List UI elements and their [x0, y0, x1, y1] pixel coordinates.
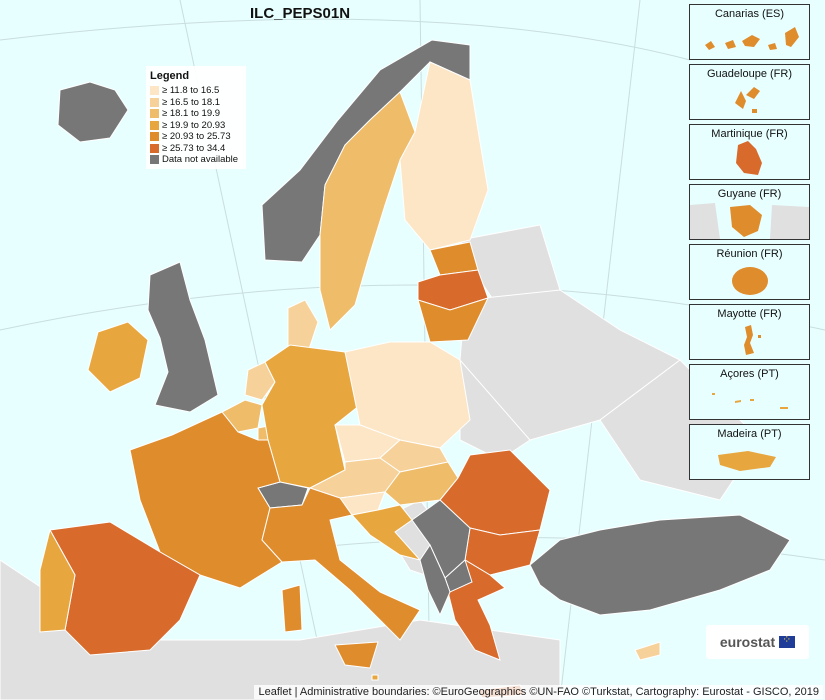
- region-sicily[interactable]: [334, 641, 379, 669]
- region-finland[interactable]: [399, 61, 489, 251]
- legend-label: ≥ 20.93 to 25.73: [162, 131, 231, 143]
- inset-label: Mayotte (FR): [717, 308, 782, 320]
- legend: Legend ≥ 11.8 to 16.5 ≥ 16.5 to 18.1 ≥ 1…: [146, 66, 246, 169]
- region-sardinia[interactable]: [281, 584, 303, 633]
- legend-item: ≥ 25.73 to 34.4: [150, 143, 242, 155]
- region-croatia[interactable]: [351, 504, 422, 561]
- legend-swatch: [150, 109, 159, 119]
- region-netherlands[interactable]: [244, 361, 276, 401]
- inset-label: Açores (PT): [720, 368, 779, 380]
- legend-label: ≥ 18.1 to 19.9: [162, 108, 221, 120]
- inset-shape: [690, 203, 809, 239]
- region-iceland[interactable]: [57, 81, 129, 143]
- inset-martinique[interactable]: Martinique (FR): [689, 124, 810, 180]
- legend-title: Legend: [150, 70, 190, 82]
- inset-guyane[interactable]: Guyane (FR): [689, 184, 810, 240]
- legend-label: Data not available: [162, 154, 239, 166]
- region-malta[interactable]: [371, 674, 379, 681]
- inset-shape: [736, 141, 762, 175]
- inset-label: Martinique (FR): [711, 128, 788, 140]
- legend-label: ≥ 16.5 to 18.1: [162, 96, 221, 108]
- inset-acores[interactable]: Açores (PT): [689, 364, 810, 420]
- legend-swatch: [150, 143, 159, 153]
- region-denmark[interactable]: [287, 299, 319, 353]
- region-uk[interactable]: [147, 261, 219, 413]
- inset-mayotte[interactable]: Mayotte (FR): [689, 304, 810, 360]
- map-title: ILC_PEPS01N: [250, 5, 351, 22]
- inset-shape: [732, 267, 768, 295]
- region-cyprus[interactable]: [634, 641, 661, 661]
- legend-swatch: [150, 97, 159, 107]
- inset-label: Canarias (ES): [714, 8, 785, 20]
- legend-label: ≥ 11.8 to 16.5: [162, 85, 220, 97]
- inset-guadeloupe[interactable]: Guadeloupe (FR): [689, 64, 810, 120]
- legend-item: ≥ 18.1 to 19.9: [150, 108, 242, 120]
- inset-shape: [735, 87, 760, 113]
- eurostat-logo: eurostat: [706, 625, 809, 659]
- inset-madeira[interactable]: Madeira (PT): [689, 424, 810, 480]
- legend-item: ≥ 11.8 to 16.5: [150, 85, 242, 97]
- regions[interactable]: [39, 39, 791, 699]
- inset-reunion[interactable]: Réunion (FR): [689, 244, 810, 300]
- inset-shape: [705, 27, 799, 50]
- legend-swatch: [150, 132, 159, 142]
- logo-text: eurostat: [719, 634, 776, 650]
- inset-canarias[interactable]: Canarias (ES): [689, 4, 810, 60]
- legend-item: ≥ 19.9 to 20.93: [150, 120, 242, 132]
- region-italy[interactable]: [261, 487, 421, 641]
- region-turkey[interactable]: [529, 514, 791, 616]
- inset-label: Guadeloupe (FR): [707, 68, 792, 80]
- region-portugal[interactable]: [39, 528, 76, 633]
- legend-item: Data not available: [150, 154, 242, 166]
- legend-label: ≥ 19.9 to 20.93: [162, 119, 226, 131]
- inset-label: Réunion (FR): [716, 248, 783, 260]
- eu-flag-icon: [779, 633, 796, 648]
- legend-label: ≥ 25.73 to 34.4: [162, 142, 226, 154]
- inset-shape: [712, 393, 788, 409]
- legend-swatch: [150, 120, 159, 130]
- legend-item: ≥ 20.93 to 25.73: [150, 131, 242, 143]
- inset-shape: [718, 451, 776, 471]
- inset-shape: [744, 325, 761, 355]
- inset-label: Guyane (FR): [717, 188, 782, 200]
- legend-swatch: [150, 86, 159, 96]
- attribution: Leaflet | Administrative boundaries: ©Eu…: [254, 685, 823, 699]
- legend-item: ≥ 16.5 to 18.1: [150, 97, 242, 109]
- inset-label: Madeira (PT): [717, 428, 782, 440]
- region-ireland[interactable]: [87, 321, 149, 393]
- legend-swatch: [150, 155, 159, 165]
- region-lithuania[interactable]: [417, 297, 489, 343]
- region-montenegro-albania[interactable]: [419, 543, 451, 617]
